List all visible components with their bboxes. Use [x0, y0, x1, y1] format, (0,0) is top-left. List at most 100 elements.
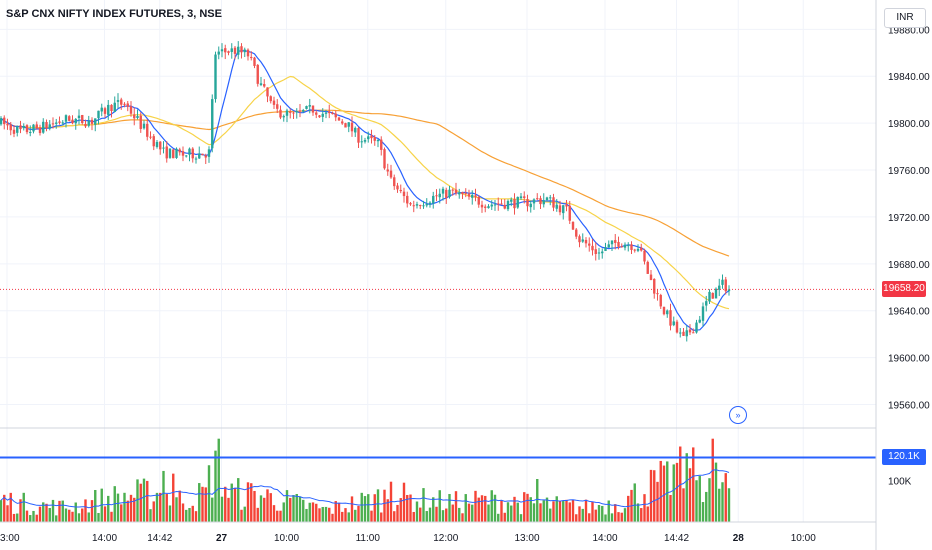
candle-body — [376, 139, 380, 142]
candle-body — [168, 148, 172, 158]
volume-bar — [152, 501, 155, 522]
price-tick-label: 19600.00 — [888, 354, 930, 365]
candle-body — [220, 49, 224, 52]
candle-body — [545, 197, 549, 201]
volume-bar — [250, 483, 253, 522]
volume-bar — [295, 493, 298, 522]
candle-body — [246, 49, 250, 57]
volume-bar — [32, 510, 35, 522]
candle-body — [724, 279, 727, 292]
volume-bar — [185, 509, 188, 522]
volume-bar — [584, 499, 588, 522]
candle-body — [74, 118, 77, 124]
candle-body — [298, 110, 302, 112]
candle-body — [519, 196, 523, 199]
volume-bar — [282, 502, 285, 522]
volume-bar — [341, 511, 344, 522]
volume-bar — [165, 494, 168, 522]
candle-body — [45, 122, 48, 129]
symbol-title[interactable]: S&P CNX NIFTY INDEX FUTURES, 3, NSE — [6, 8, 222, 20]
volume-bar — [376, 489, 380, 522]
candle-body — [230, 48, 233, 52]
candle-body — [441, 188, 445, 194]
price-tick-label: 19560.00 — [888, 401, 930, 412]
volume-bar — [607, 500, 610, 522]
volume-bar — [490, 490, 493, 522]
candle-body — [705, 301, 708, 306]
candle-body — [594, 249, 597, 255]
candle-body — [133, 114, 136, 119]
volume-bar — [253, 490, 256, 522]
candle-body — [129, 106, 133, 114]
volume-bar — [623, 508, 627, 522]
candle-body — [568, 205, 571, 221]
candle-body — [558, 205, 562, 213]
candle-body — [617, 241, 620, 247]
candle-body — [380, 139, 383, 150]
candle-body — [240, 46, 243, 53]
volume-bar — [243, 506, 246, 522]
candle-body — [272, 100, 276, 105]
candle-body — [510, 199, 513, 202]
volume-bar — [549, 508, 552, 522]
volume-bar — [97, 512, 100, 522]
time-tick-label: 14:00 — [92, 533, 117, 544]
volume-level-tag: 120.1K — [882, 449, 926, 466]
volume-bar — [350, 496, 354, 522]
scroll-to-realtime-icon[interactable]: » — [729, 406, 747, 424]
volume-bar — [451, 504, 454, 522]
candle-body — [19, 125, 22, 130]
candle-body — [344, 123, 347, 128]
volume-bar — [344, 508, 347, 522]
volume-bar — [555, 496, 558, 522]
candle-body — [438, 193, 441, 198]
volume-bar — [276, 510, 279, 522]
volume-bar — [597, 505, 601, 522]
volume-bar — [445, 508, 448, 522]
candle-body — [584, 239, 588, 244]
volume-bar — [516, 502, 519, 522]
volume-bar — [591, 501, 594, 522]
volume-bar — [357, 505, 360, 522]
volume-bar — [601, 505, 604, 522]
candle-body — [334, 113, 337, 118]
volume-bar — [237, 478, 240, 522]
candle-body — [12, 129, 16, 134]
volume-bar — [198, 483, 201, 522]
volume-bar — [675, 462, 679, 522]
volume-bar — [211, 497, 214, 522]
candle-body — [360, 141, 363, 143]
volume-bar — [61, 500, 64, 522]
candle-body — [630, 244, 633, 250]
candle-body — [84, 123, 87, 127]
volume-bar — [536, 479, 539, 522]
volume-bar — [646, 506, 649, 522]
currency-button[interactable]: INR — [884, 8, 926, 28]
volume-bar — [324, 506, 328, 522]
volume-bar — [159, 492, 162, 522]
candle-body — [354, 127, 357, 133]
volume-bar — [718, 488, 721, 522]
candle-body — [656, 293, 659, 295]
volume-bar — [636, 503, 640, 522]
candle-body — [87, 120, 90, 126]
candle-body — [120, 99, 123, 105]
volume-bar — [708, 478, 711, 522]
candle-body — [103, 108, 107, 114]
volume-bar — [22, 492, 25, 522]
candle-body — [347, 122, 350, 127]
volume-bar — [627, 495, 630, 522]
volume-bar — [526, 493, 529, 522]
volume-bar — [682, 488, 685, 522]
candle-body — [480, 204, 484, 208]
candle-body — [393, 177, 396, 187]
candle-body — [721, 279, 724, 285]
time-tick-label: 13:00 — [514, 533, 539, 544]
candle-body — [165, 146, 168, 159]
volume-bar — [126, 500, 129, 522]
candle-body — [237, 46, 240, 55]
volume-bar — [558, 501, 562, 522]
volume-bar — [571, 499, 575, 522]
candle-body — [506, 200, 510, 210]
